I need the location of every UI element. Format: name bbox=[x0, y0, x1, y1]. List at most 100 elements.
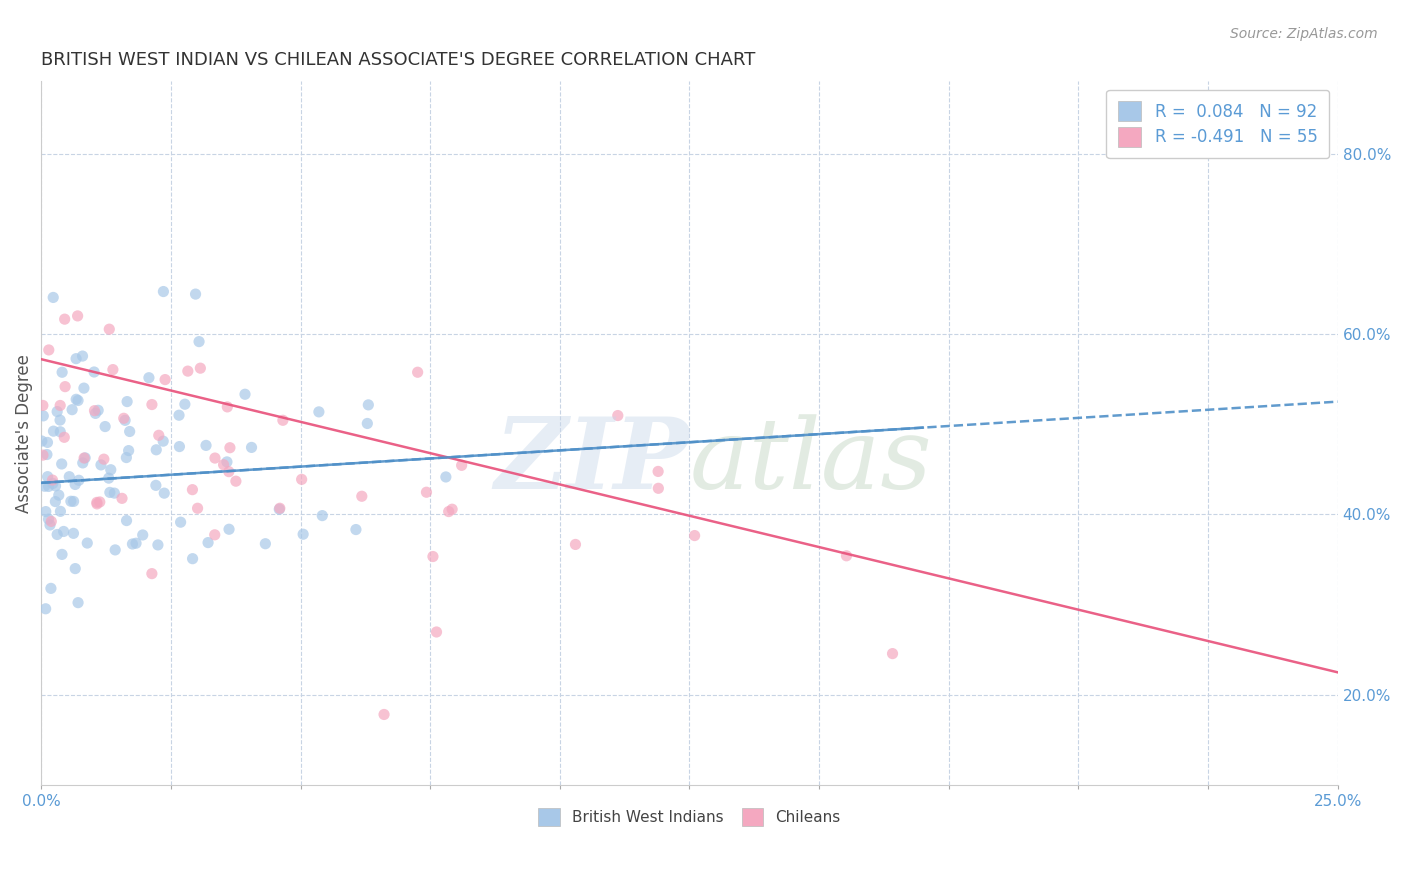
Point bbox=[94, 419, 117, 434]
Point bbox=[83, 403, 105, 417]
Point bbox=[104, 542, 127, 557]
Point bbox=[41, 473, 63, 487]
Point bbox=[169, 440, 191, 454]
Point bbox=[225, 474, 247, 488]
Point bbox=[415, 485, 437, 500]
Point bbox=[169, 515, 191, 529]
Point bbox=[35, 505, 58, 519]
Point bbox=[292, 527, 315, 541]
Point bbox=[42, 476, 65, 491]
Point bbox=[197, 535, 219, 549]
Point bbox=[181, 483, 204, 497]
Point bbox=[188, 334, 211, 349]
Point bbox=[34, 601, 56, 615]
Point bbox=[173, 397, 195, 411]
Point bbox=[153, 373, 176, 387]
Point bbox=[269, 502, 291, 516]
Point bbox=[39, 515, 62, 529]
Point bbox=[65, 392, 87, 407]
Point bbox=[148, 428, 170, 442]
Point bbox=[44, 494, 66, 508]
Point bbox=[218, 465, 240, 479]
Point bbox=[49, 425, 72, 439]
Point bbox=[49, 399, 72, 413]
Point bbox=[564, 537, 586, 551]
Point bbox=[141, 566, 163, 581]
Point bbox=[73, 381, 96, 395]
Point bbox=[67, 473, 90, 487]
Point bbox=[115, 394, 138, 409]
Text: BRITISH WEST INDIAN VS CHILEAN ASSOCIATE'S DEGREE CORRELATION CHART: BRITISH WEST INDIAN VS CHILEAN ASSOCIATE… bbox=[41, 51, 755, 69]
Point bbox=[217, 400, 239, 414]
Point bbox=[441, 502, 464, 516]
Point bbox=[835, 549, 858, 563]
Point bbox=[125, 536, 148, 550]
Point bbox=[84, 406, 107, 420]
Point bbox=[67, 596, 90, 610]
Point bbox=[60, 402, 83, 417]
Point bbox=[44, 479, 66, 493]
Point bbox=[254, 537, 277, 551]
Point bbox=[219, 441, 242, 455]
Point bbox=[53, 379, 76, 393]
Point bbox=[121, 537, 143, 551]
Point bbox=[195, 438, 218, 452]
Point bbox=[93, 452, 115, 467]
Point bbox=[311, 508, 333, 523]
Text: ZIP: ZIP bbox=[495, 413, 689, 509]
Text: atlas: atlas bbox=[689, 414, 932, 509]
Point bbox=[97, 471, 120, 485]
Point bbox=[53, 430, 76, 444]
Text: Source: ZipAtlas.com: Source: ZipAtlas.com bbox=[1230, 27, 1378, 41]
Point bbox=[39, 582, 62, 596]
Point bbox=[49, 504, 72, 518]
Point bbox=[52, 524, 75, 539]
Point bbox=[34, 479, 56, 493]
Point bbox=[38, 512, 60, 526]
Point bbox=[141, 398, 163, 412]
Point bbox=[271, 413, 294, 427]
Point bbox=[152, 434, 174, 449]
Point bbox=[269, 501, 291, 516]
Point bbox=[450, 458, 472, 473]
Point bbox=[48, 488, 70, 502]
Point bbox=[31, 434, 53, 448]
Y-axis label: Associate's Degree: Associate's Degree bbox=[15, 354, 32, 513]
Point bbox=[350, 489, 373, 503]
Point bbox=[73, 450, 96, 465]
Point bbox=[38, 343, 60, 357]
Point bbox=[357, 398, 380, 412]
Point bbox=[683, 528, 706, 542]
Point bbox=[90, 458, 112, 472]
Point bbox=[86, 497, 108, 511]
Point bbox=[111, 491, 134, 506]
Point bbox=[145, 442, 167, 457]
Point bbox=[647, 481, 669, 495]
Point bbox=[100, 463, 122, 477]
Point bbox=[72, 456, 94, 470]
Point bbox=[212, 458, 235, 472]
Point bbox=[422, 549, 444, 564]
Point bbox=[101, 362, 124, 376]
Point bbox=[75, 450, 97, 465]
Point bbox=[58, 469, 80, 483]
Point bbox=[204, 528, 226, 542]
Point bbox=[181, 551, 204, 566]
Point bbox=[115, 514, 138, 528]
Point bbox=[215, 455, 238, 469]
Point bbox=[882, 647, 904, 661]
Point bbox=[606, 409, 628, 423]
Point bbox=[37, 469, 59, 483]
Point bbox=[115, 450, 138, 465]
Point bbox=[103, 486, 125, 500]
Point bbox=[184, 287, 207, 301]
Point bbox=[65, 351, 87, 366]
Point bbox=[51, 457, 73, 471]
Point bbox=[406, 365, 429, 379]
Point bbox=[117, 443, 139, 458]
Point bbox=[356, 417, 378, 431]
Point bbox=[38, 479, 60, 493]
Point bbox=[42, 290, 65, 304]
Legend: British West Indians, Chileans: British West Indians, Chileans bbox=[530, 801, 848, 834]
Point bbox=[291, 472, 314, 486]
